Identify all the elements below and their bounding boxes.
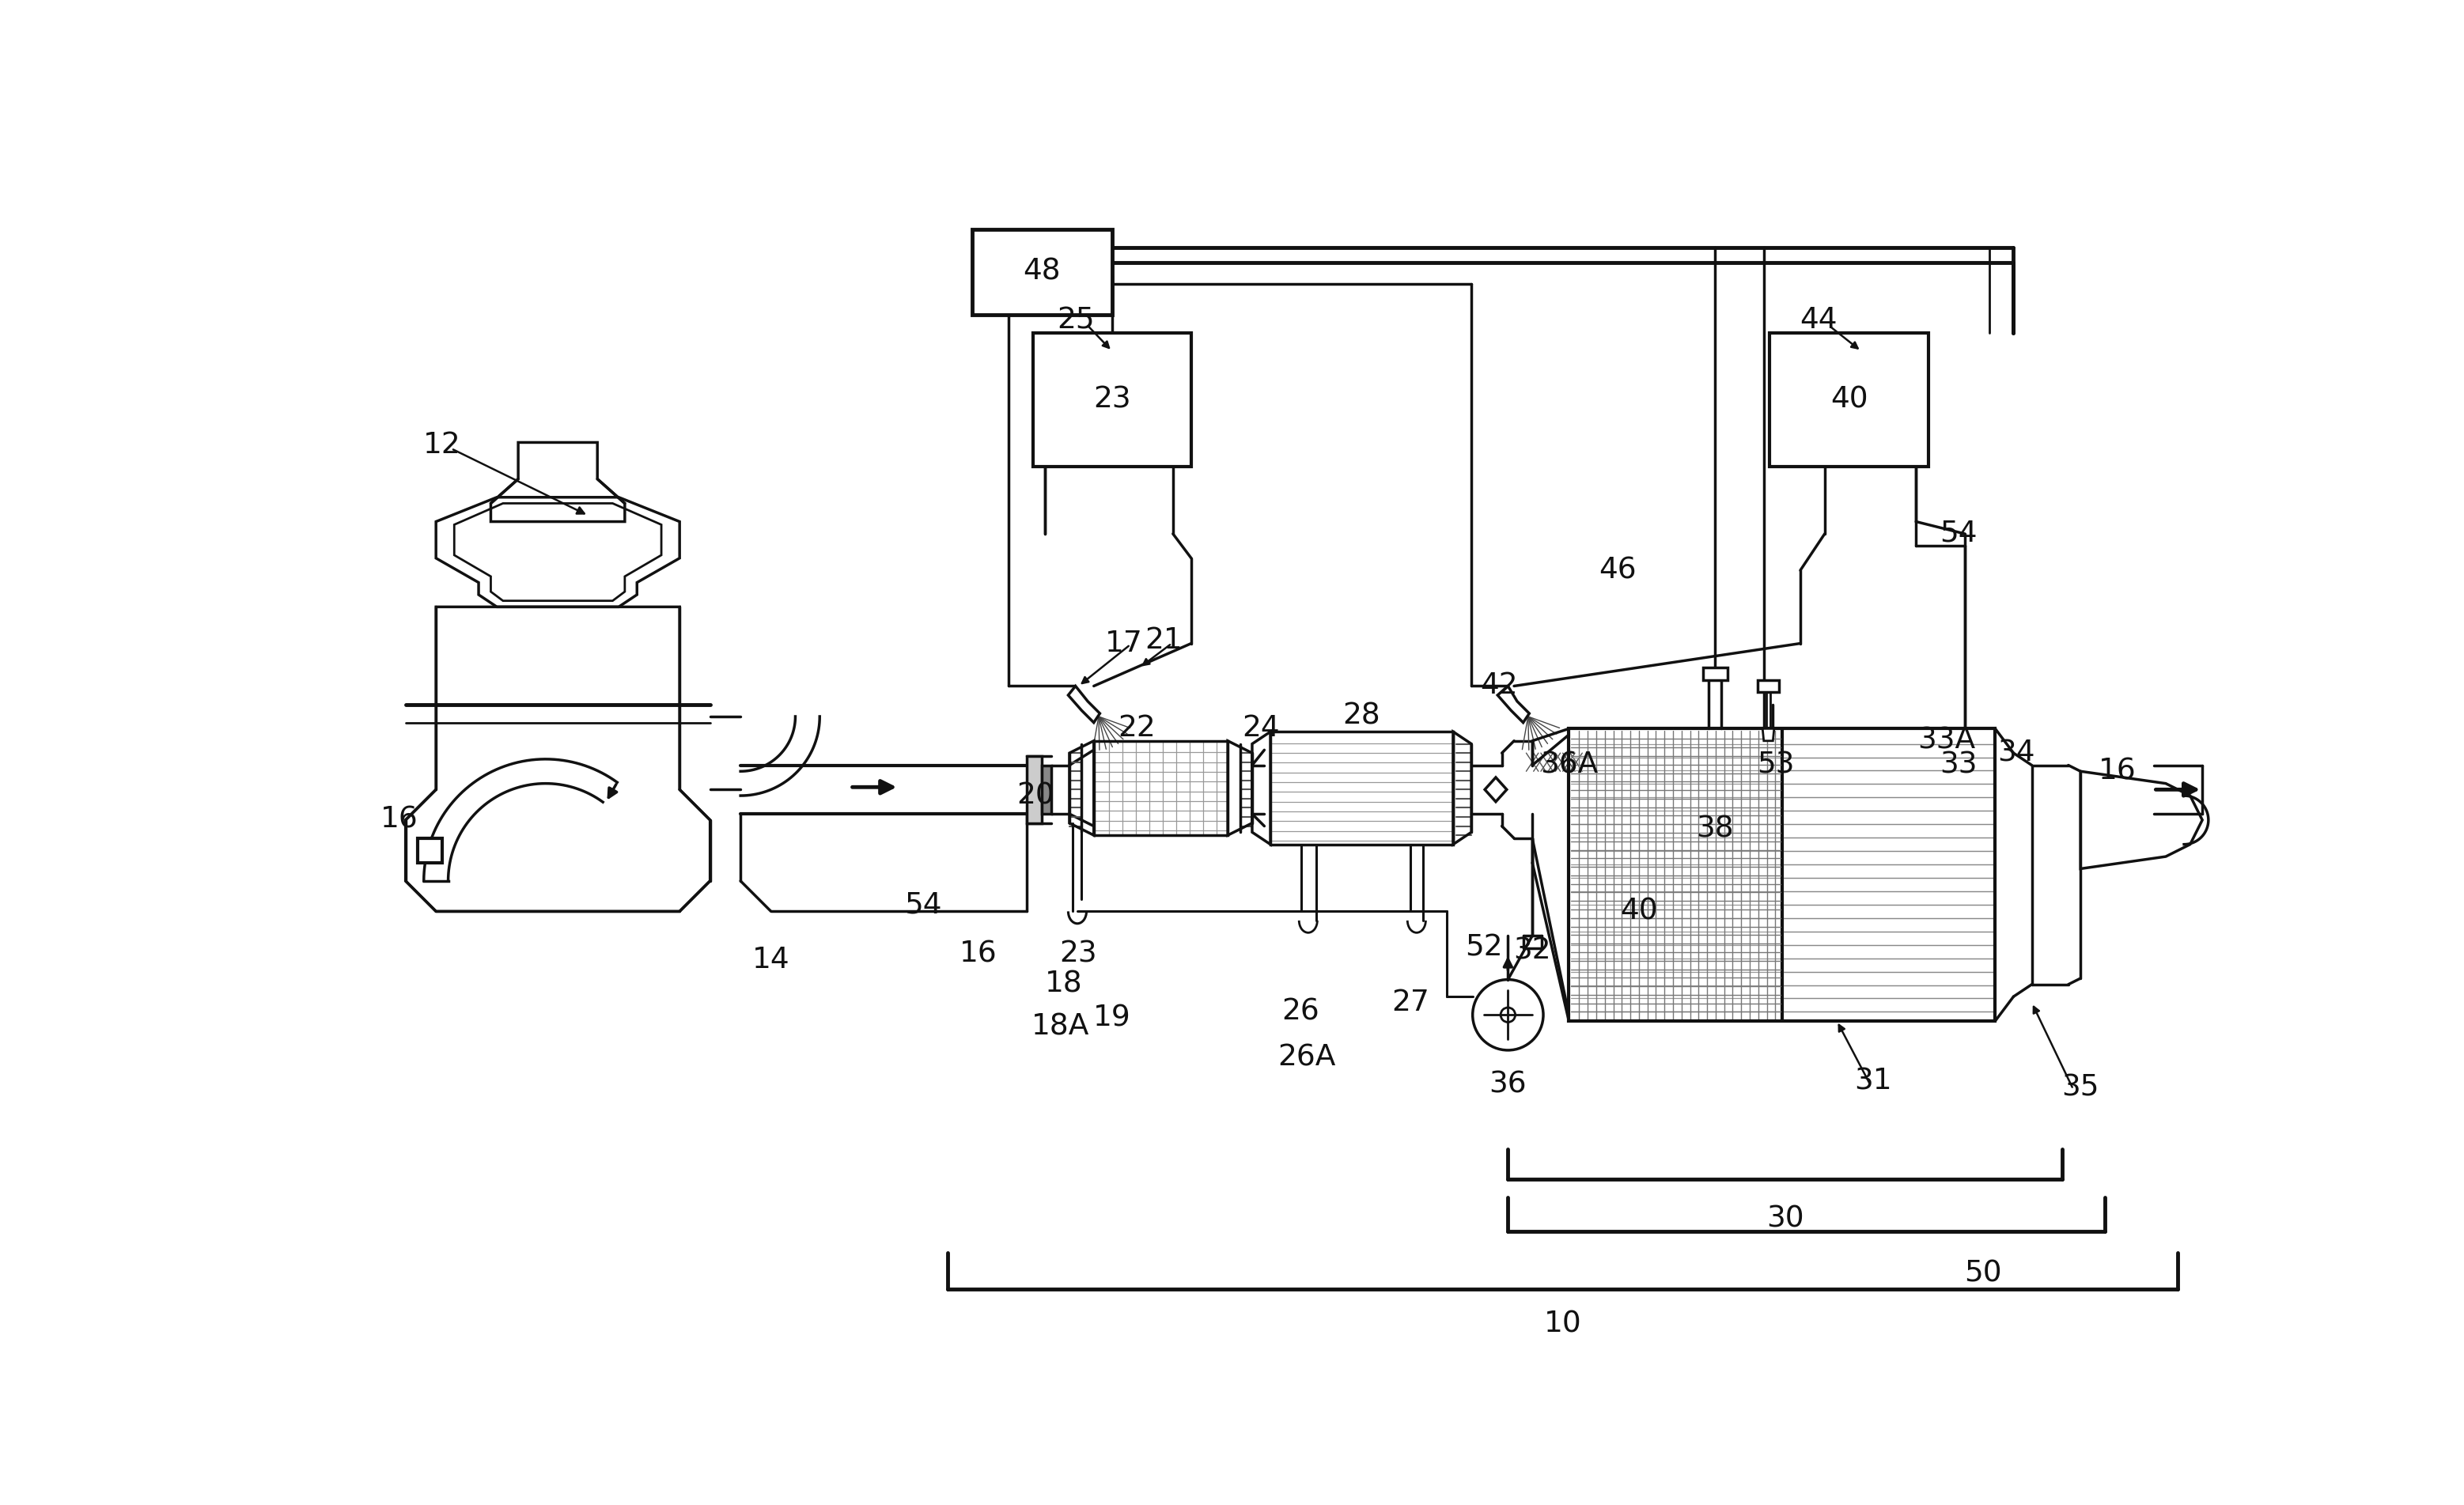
Text: 26: 26	[1281, 998, 1321, 1026]
Text: 36: 36	[1488, 1070, 1528, 1099]
Text: 48: 48	[1023, 257, 1062, 286]
Text: 20: 20	[1018, 781, 1055, 810]
Text: 40: 40	[1831, 385, 1868, 414]
Text: 22: 22	[1119, 715, 1156, 743]
Text: 30: 30	[1767, 1204, 1804, 1233]
Text: 23: 23	[1060, 939, 1096, 968]
Text: 54: 54	[1939, 519, 1979, 548]
Bar	[1769, 333, 1929, 467]
Polygon shape	[1498, 686, 1530, 722]
Polygon shape	[1703, 668, 1727, 680]
Text: 34: 34	[1998, 739, 2035, 768]
Text: 53: 53	[1757, 751, 1794, 780]
Text: 36A: 36A	[1540, 751, 1597, 780]
Polygon shape	[1486, 778, 1508, 802]
Text: 38: 38	[1695, 814, 1735, 843]
Text: 26A: 26A	[1279, 1043, 1335, 1072]
Text: 31: 31	[1855, 1067, 1892, 1096]
Polygon shape	[1069, 686, 1099, 722]
Text: 32: 32	[1513, 936, 1552, 965]
Text: 44: 44	[1799, 307, 1838, 336]
Text: 18A: 18A	[1032, 1013, 1089, 1041]
Bar	[971, 229, 1111, 315]
Text: 33: 33	[1939, 751, 1979, 780]
Text: 16: 16	[379, 805, 419, 834]
Text: 46: 46	[1599, 557, 1636, 584]
Polygon shape	[1027, 756, 1042, 823]
Text: 28: 28	[1343, 703, 1380, 731]
Text: 16: 16	[958, 939, 998, 968]
Polygon shape	[1762, 728, 1774, 740]
Text: 24: 24	[1242, 715, 1281, 743]
Text: 25: 25	[1057, 307, 1094, 336]
Text: 21: 21	[1146, 626, 1183, 655]
Bar	[1032, 333, 1190, 467]
Text: 40: 40	[1619, 897, 1658, 926]
Polygon shape	[419, 838, 441, 862]
Text: 12: 12	[424, 432, 461, 459]
Text: 42: 42	[1481, 671, 1518, 700]
Text: 10: 10	[1545, 1309, 1582, 1338]
Text: 54: 54	[904, 891, 941, 920]
Text: 19: 19	[1094, 1004, 1131, 1032]
Text: 33A: 33A	[1917, 727, 1976, 756]
Text: 23: 23	[1094, 385, 1131, 414]
Text: 14: 14	[752, 945, 791, 974]
Text: 52: 52	[1464, 933, 1503, 962]
Text: 35: 35	[2062, 1073, 2099, 1102]
Text: 27: 27	[1392, 989, 1429, 1017]
Polygon shape	[1042, 765, 1052, 814]
Text: 17: 17	[1106, 629, 1143, 658]
Text: 18: 18	[1045, 971, 1082, 999]
Polygon shape	[1757, 680, 1779, 692]
Text: 50: 50	[1964, 1260, 2001, 1288]
Text: 16: 16	[2099, 757, 2136, 786]
